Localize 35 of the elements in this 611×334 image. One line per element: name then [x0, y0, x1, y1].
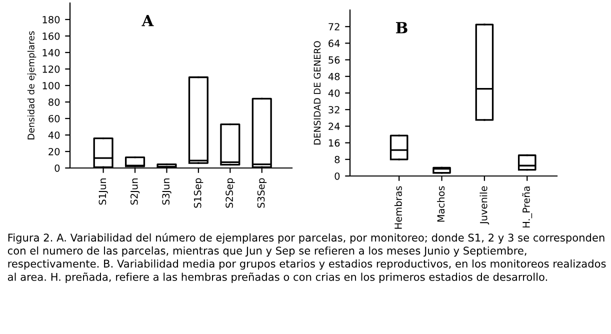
x-tick-label: S2Sep	[226, 178, 235, 208]
y-tick-label: 0	[334, 172, 340, 180]
y-tick-label: 56	[328, 56, 340, 64]
text: A	[142, 15, 154, 26]
x-tick-label: Machos	[437, 186, 445, 222]
y-tick-label: 20	[48, 148, 60, 156]
x-tick-label: Hembras	[394, 186, 402, 229]
x-tick-label: S3Jun	[162, 178, 172, 205]
y-tick-label: 32	[328, 106, 340, 114]
y-tick-label: 16	[328, 139, 340, 147]
y-axis-title: Densidad de ejemplares	[27, 31, 36, 140]
y-tick-label: 24	[328, 122, 340, 130]
y-tick-label: 60	[48, 114, 60, 122]
x-tick-label: S3Sep	[257, 178, 267, 208]
text: B	[396, 22, 408, 34]
y-tick-label: 180	[42, 16, 60, 24]
x-tick-label: S2Jun	[130, 178, 140, 205]
y-axis-title: DENSIDAD DE GENERO	[314, 41, 321, 144]
y-tick-label: 120	[42, 65, 60, 73]
y-tick-label: 0	[54, 164, 60, 172]
y-tick-label: 160	[42, 32, 60, 40]
y-tick-label: 80	[48, 98, 60, 106]
y-tick-label: 72	[328, 23, 340, 30]
y-tick-label: 48	[328, 72, 340, 80]
x-tick-label: Juvenile	[480, 186, 490, 225]
x-tick-label: S1Sep	[194, 178, 204, 208]
x-tick-label: S1Jun	[98, 178, 108, 205]
y-tick-label: 8	[334, 156, 340, 164]
y-tick-label: 40	[328, 89, 340, 97]
x-tick-label: H._Preña	[522, 186, 532, 228]
y-tick-label: 100	[42, 82, 60, 90]
y-tick-label: 40	[48, 131, 60, 139]
y-tick-label: 64	[328, 40, 340, 48]
y-tick-label: 140	[42, 48, 60, 56]
text: Figura 2. A. Variabilidad del número de ejemplares por parcelas, por monitoreo; donde S1, 2 y 3 se corresponden con el numero de las parcelas, mientras que Jun y Sep se refieren a los meses Junio y Septiembre, respectivamente. B. Variabilidad media por grupos etarios y estadios reproductivos, en los monitoreos realizados al area. H. preñada, refiere a las hembras preñadas o con crias en los primeros estadios de desarrollo.	[8, 233, 606, 283]
